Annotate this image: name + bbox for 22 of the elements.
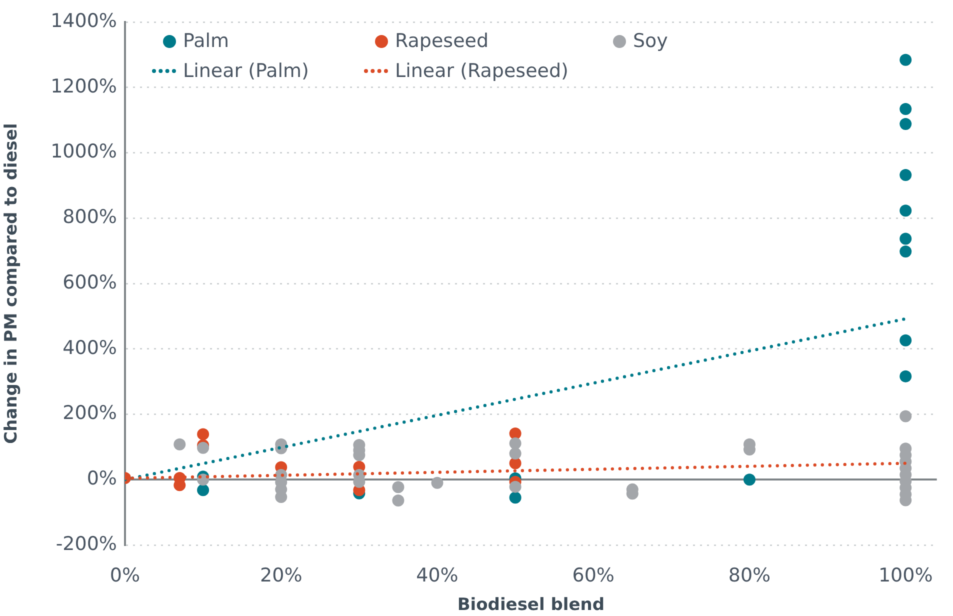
y-tick-label: 200% bbox=[62, 402, 117, 424]
x-tick-label: 40% bbox=[416, 564, 458, 586]
y-tick-label: -200% bbox=[56, 532, 117, 555]
legend-label: Rapeseed bbox=[395, 30, 489, 52]
legend-label: Soy bbox=[633, 30, 668, 52]
x-tick-label: 60% bbox=[572, 564, 614, 586]
x-axis-title: Biodiesel blend bbox=[457, 595, 605, 616]
x-tick-label: 80% bbox=[728, 564, 771, 586]
y-tick-label: 1000% bbox=[50, 140, 117, 163]
legend-label: Palm bbox=[183, 30, 230, 52]
legend-label: Linear (Palm) bbox=[183, 60, 309, 82]
legend-label: Linear (Rapeseed) bbox=[395, 60, 568, 82]
y-tick-label: 1400% bbox=[50, 10, 117, 32]
y-axis-title: Change in PM compared to diesel bbox=[2, 123, 22, 444]
x-tick-label: 0% bbox=[110, 564, 140, 586]
y-tick-label: 0% bbox=[86, 468, 117, 490]
x-tick-label: 100% bbox=[878, 564, 933, 586]
y-tick-label: 600% bbox=[62, 271, 117, 294]
x-tick-label: 20% bbox=[260, 564, 302, 586]
y-tick-label: 800% bbox=[62, 206, 117, 228]
y-tick-label: 400% bbox=[62, 336, 117, 359]
y-tick-label: 1200% bbox=[50, 75, 117, 98]
